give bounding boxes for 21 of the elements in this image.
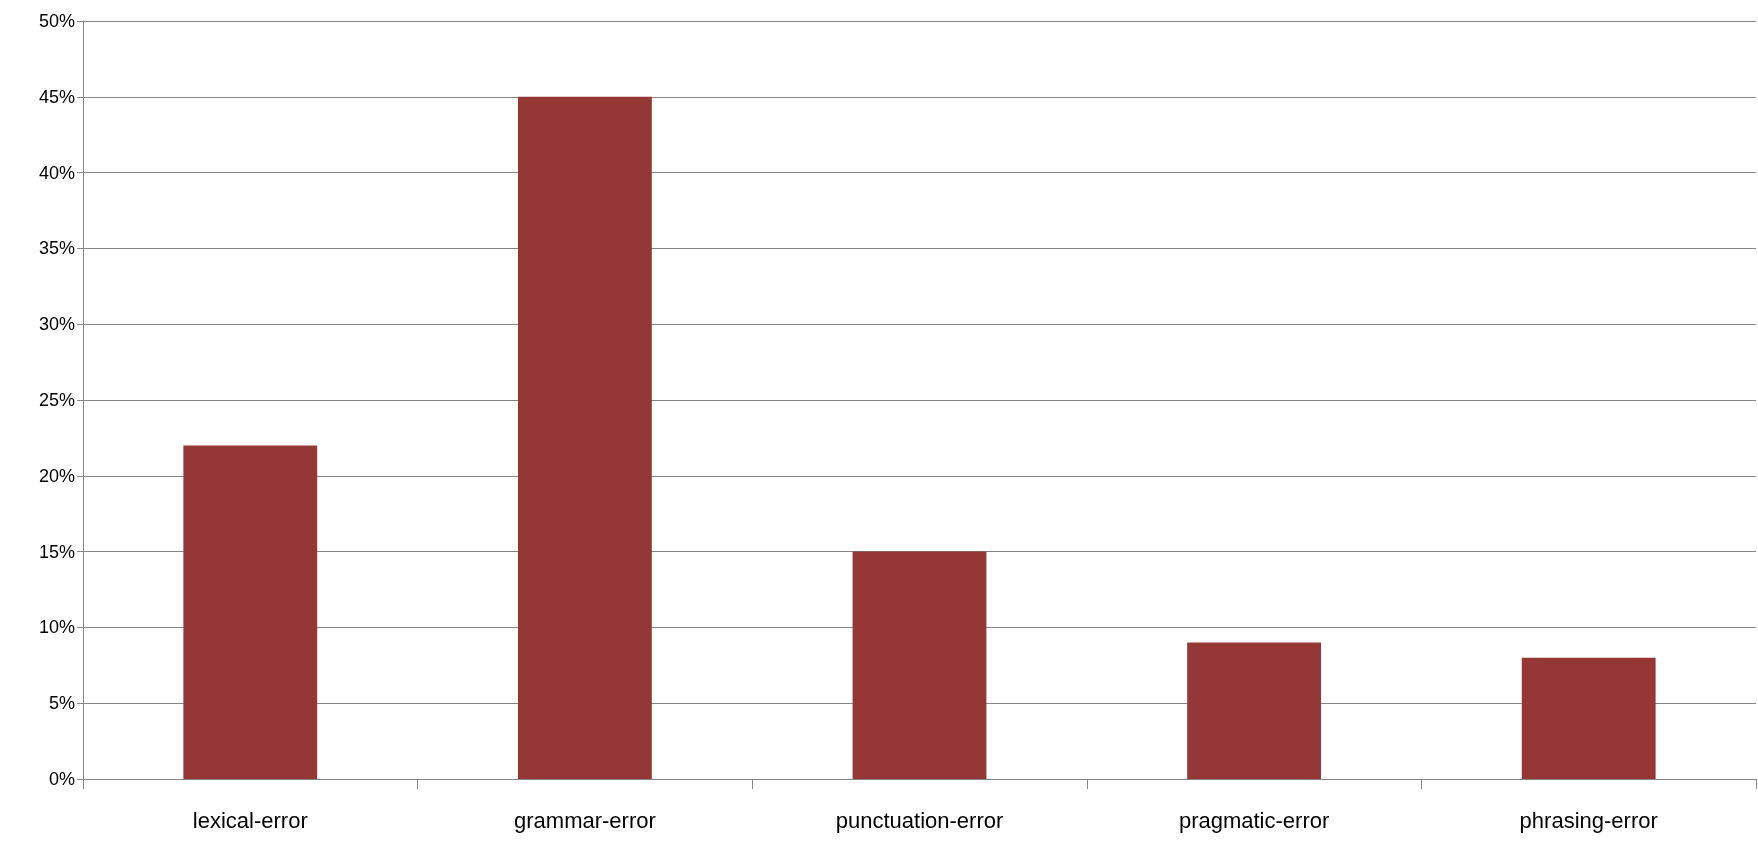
x-tick-label: lexical-error bbox=[192, 807, 308, 833]
y-tick-label: 35% bbox=[38, 238, 75, 259]
x-tick-label: pragmatic-error bbox=[1178, 807, 1330, 833]
y-tick-label: 15% bbox=[38, 541, 75, 562]
y-tick-label: 20% bbox=[38, 465, 75, 486]
x-tick-label: phrasing-error bbox=[1519, 807, 1658, 833]
y-tick-label: 45% bbox=[38, 86, 75, 107]
y-tick-label: 10% bbox=[38, 617, 75, 638]
bar bbox=[1521, 657, 1656, 779]
bar bbox=[183, 445, 318, 779]
y-tick-label: 5% bbox=[48, 693, 75, 714]
y-tick-label: 30% bbox=[38, 314, 75, 335]
x-tick-label: punctuation-error bbox=[835, 807, 1004, 833]
bar bbox=[852, 551, 987, 779]
bar bbox=[1187, 642, 1322, 779]
x-tick-label: grammar-error bbox=[514, 807, 656, 833]
y-tick-label: 25% bbox=[38, 390, 75, 410]
y-tick-label: 50% bbox=[38, 11, 75, 31]
y-tick-label: 40% bbox=[38, 162, 75, 183]
y-tick-label: 0% bbox=[48, 769, 75, 789]
bar bbox=[517, 96, 652, 779]
